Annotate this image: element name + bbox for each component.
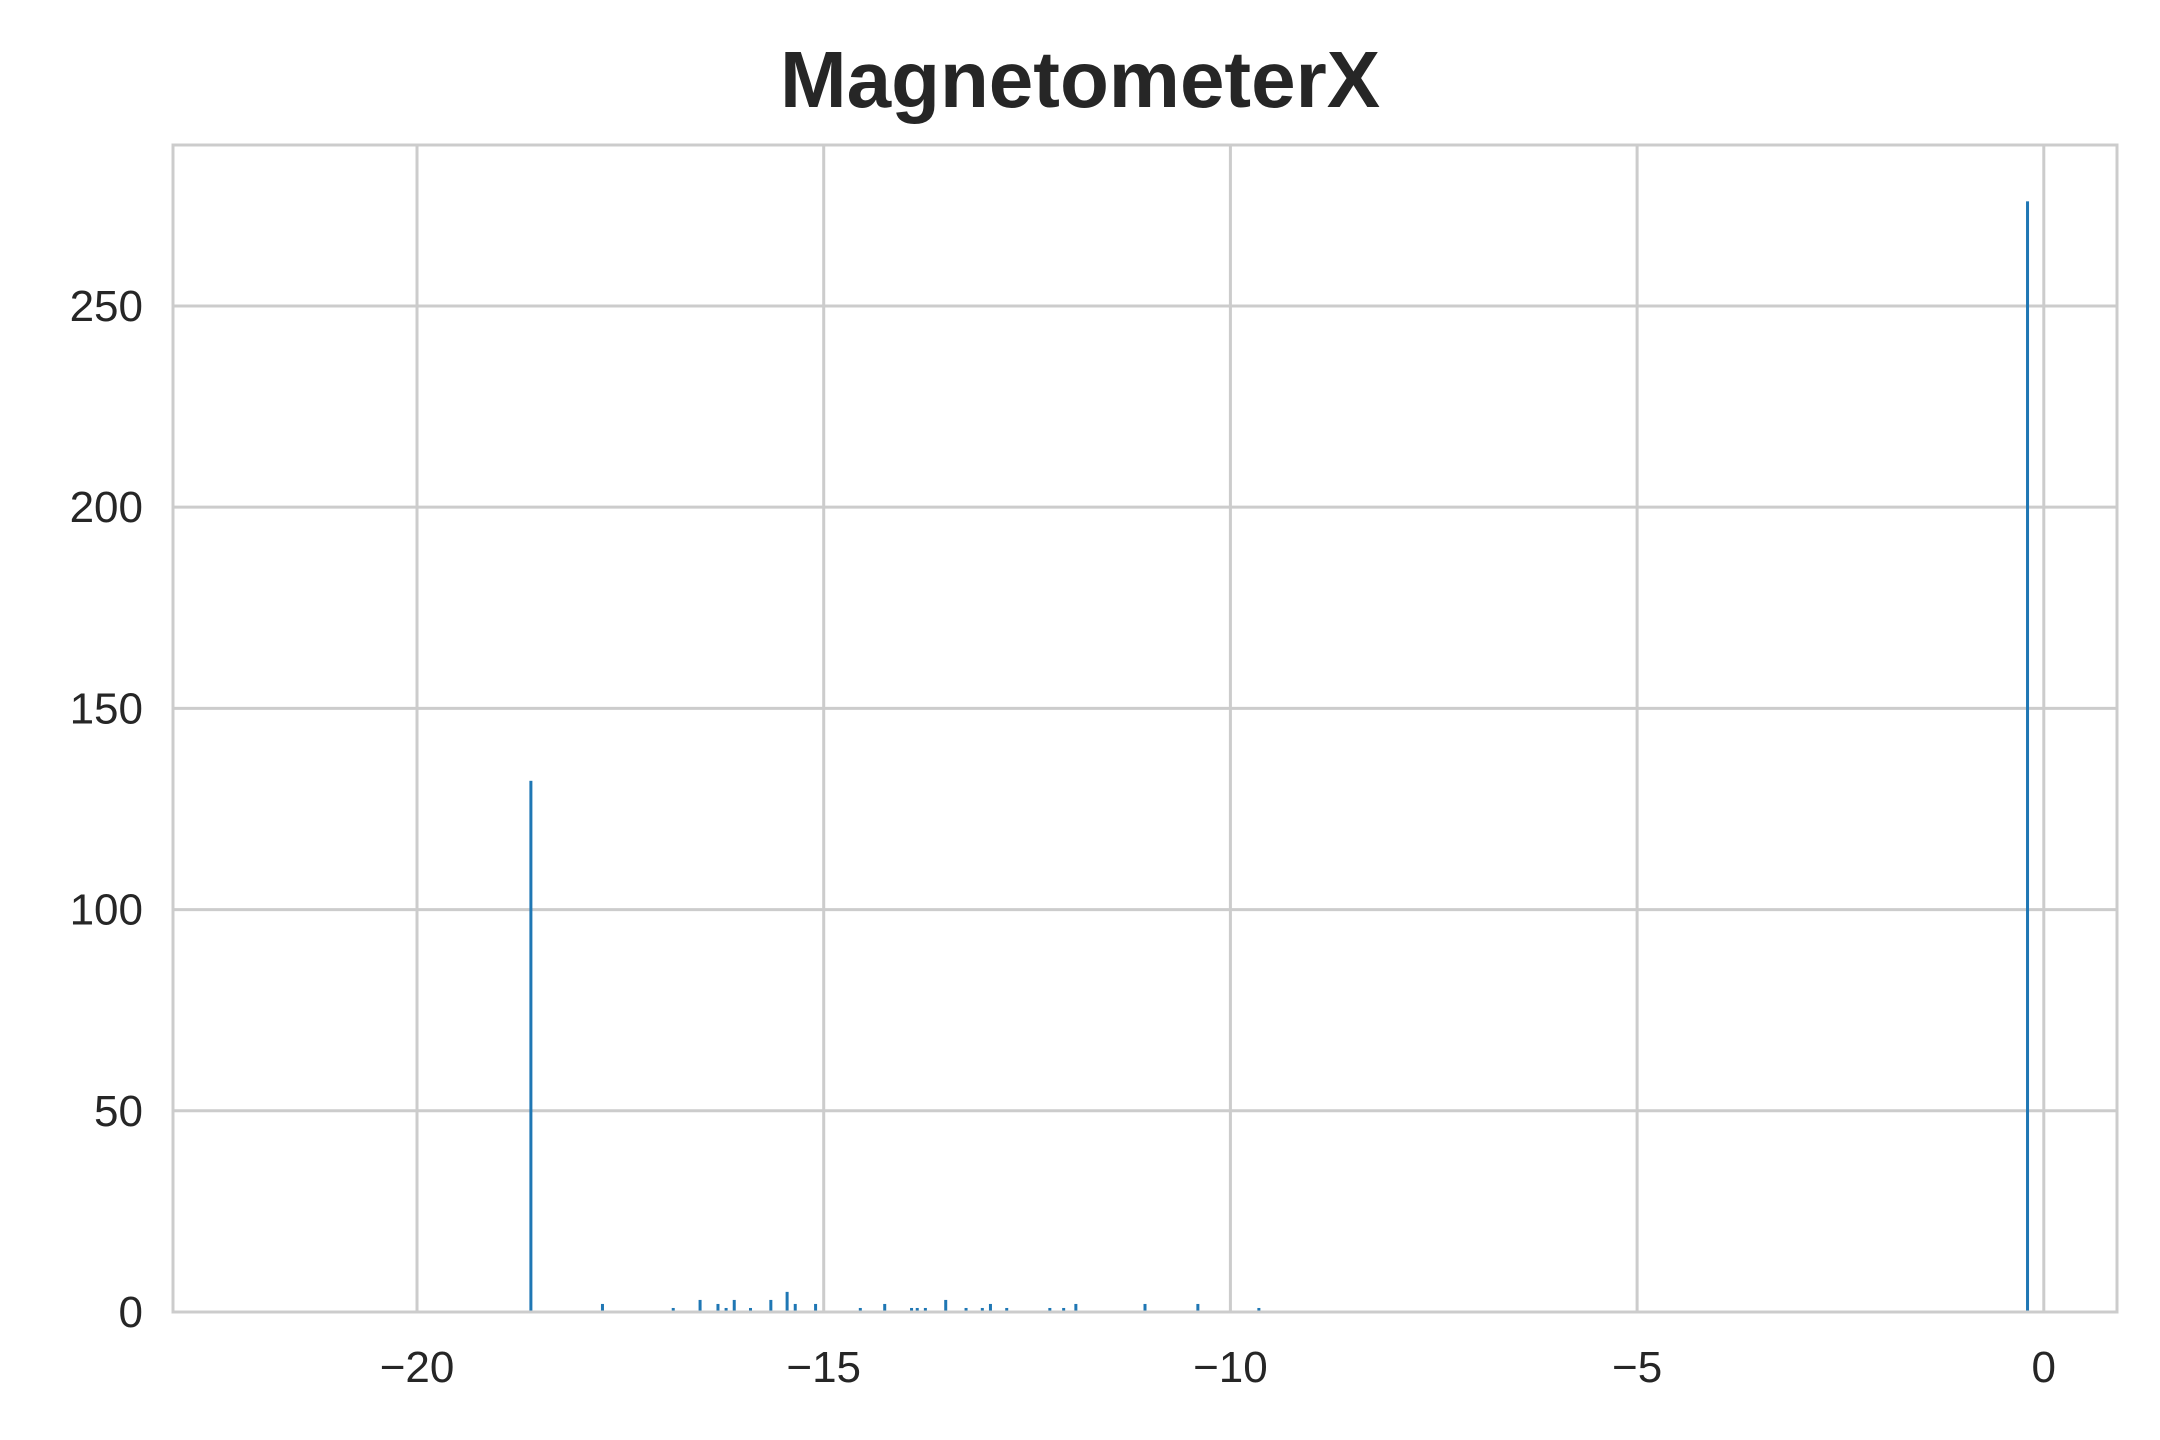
histogram-bar <box>698 1299 702 1312</box>
histogram-bar <box>814 1303 818 1312</box>
histogram-bar <box>915 1307 919 1312</box>
histogram-bar <box>964 1307 968 1312</box>
histogram-bar <box>1048 1307 1052 1312</box>
histogram-bar <box>785 1291 789 1312</box>
histogram-bar <box>2026 201 2030 1313</box>
histogram-bar <box>716 1303 720 1312</box>
histogram-bar <box>769 1299 773 1312</box>
histogram-bar <box>1005 1307 1009 1312</box>
y-tick-label: 250 <box>70 282 143 331</box>
histogram-bar <box>732 1299 736 1312</box>
histogram-bar <box>749 1307 753 1312</box>
histogram-bar <box>529 780 533 1312</box>
x-tick-label: −5 <box>1612 1343 1662 1392</box>
grid <box>173 145 2117 1314</box>
x-tick-label: −15 <box>786 1343 861 1392</box>
histogram-bar <box>1074 1303 1078 1312</box>
bars <box>529 201 2030 1313</box>
y-axis-ticks: 0 50 100 150 200 250 <box>70 282 143 1337</box>
histogram-bar <box>1143 1303 1147 1312</box>
plot-frame <box>171 143 2119 1314</box>
y-tick-label: 150 <box>70 684 143 733</box>
histogram-bar <box>944 1299 948 1312</box>
histogram-bar <box>724 1307 728 1312</box>
histogram-bar <box>858 1307 862 1312</box>
histogram-bar <box>1257 1307 1261 1312</box>
histogram-bar <box>600 1303 604 1312</box>
histogram-bar <box>980 1307 984 1312</box>
x-tick-label: −10 <box>1193 1343 1268 1392</box>
y-tick-label: 200 <box>70 483 143 532</box>
x-tick-label: 0 <box>2032 1343 2056 1392</box>
histogram-bar <box>883 1303 887 1312</box>
y-tick-label: 100 <box>70 886 143 935</box>
histogram-bar <box>1196 1303 1200 1312</box>
x-axis-ticks: −20 −15 −10 −5 0 <box>380 1343 2056 1392</box>
histogram-bar <box>671 1307 675 1312</box>
histogram-bar <box>988 1303 992 1312</box>
y-tick-label: 0 <box>119 1288 143 1337</box>
histogram-bar <box>793 1303 797 1312</box>
chart-title: MagnetometerX <box>779 35 1381 124</box>
x-tick-label: −20 <box>380 1343 455 1392</box>
histogram-bar <box>923 1307 927 1312</box>
histogram-bar <box>910 1307 914 1312</box>
y-tick-label: 50 <box>94 1087 143 1136</box>
histogram-bar <box>1062 1307 1066 1312</box>
